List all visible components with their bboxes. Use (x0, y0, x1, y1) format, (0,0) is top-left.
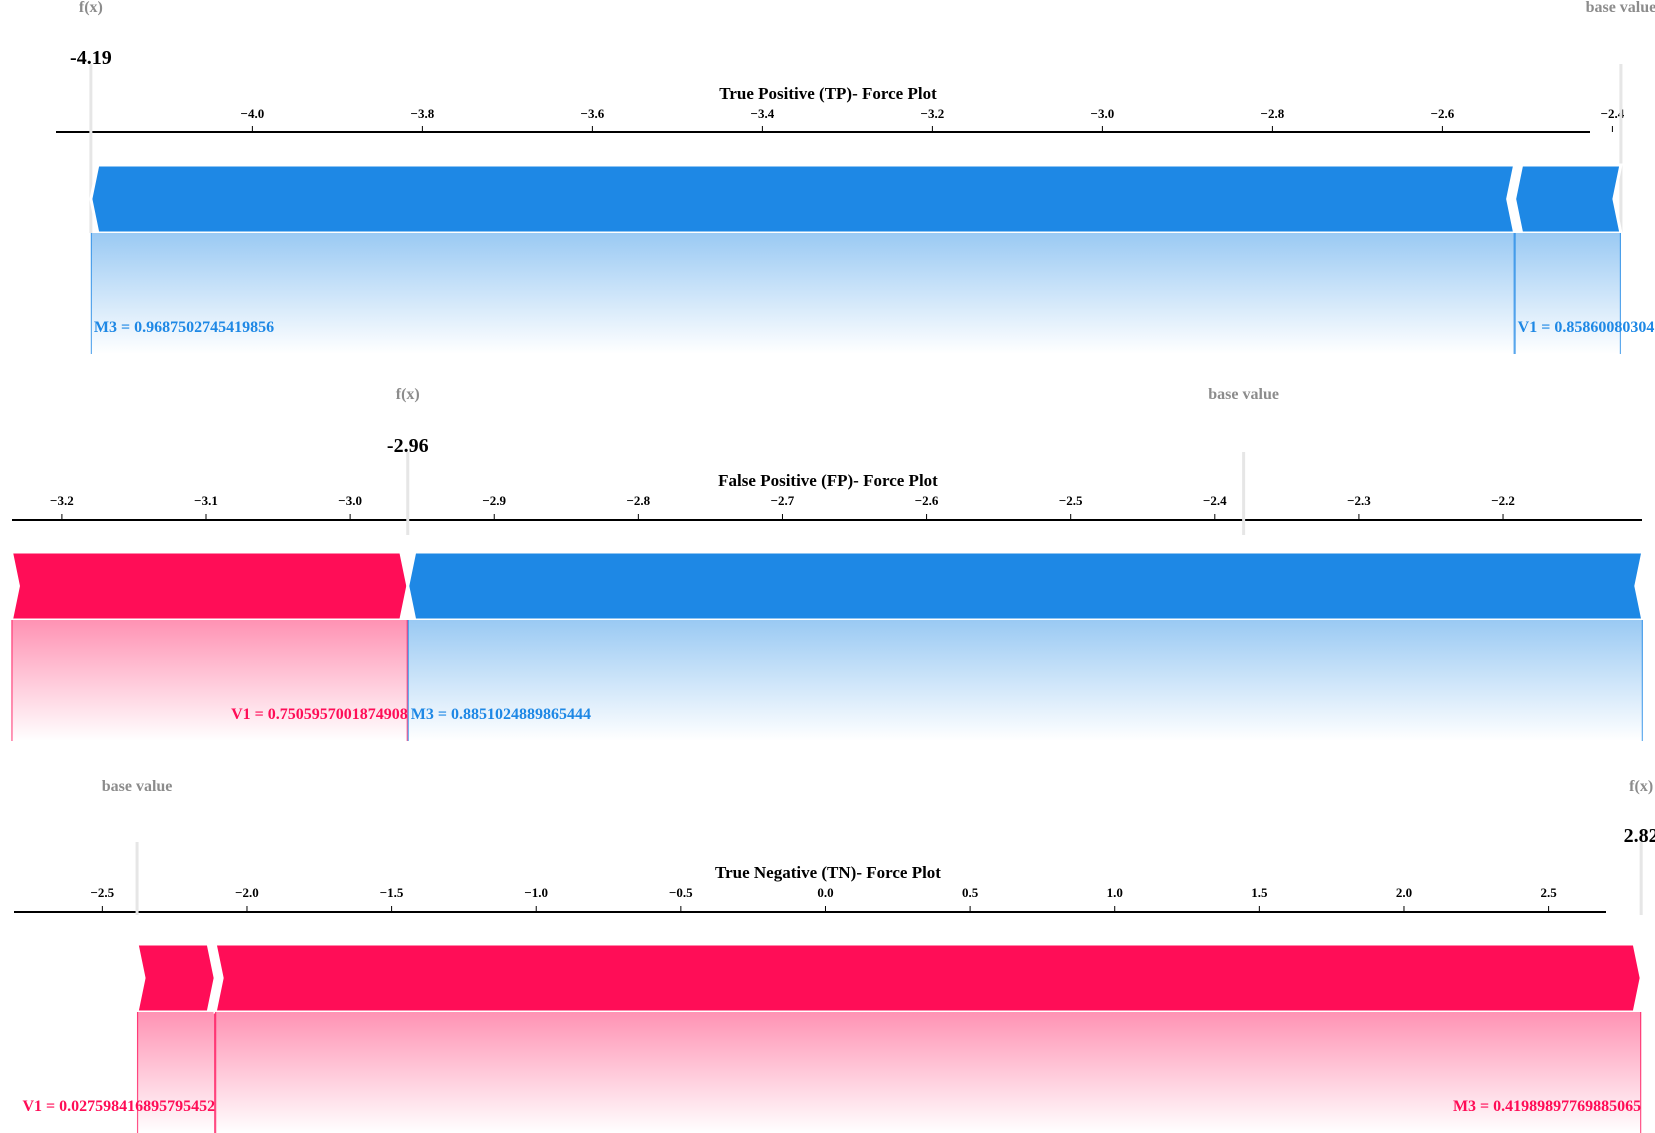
base-value-label: base value (1208, 386, 1279, 403)
x-tick-label: −3.0 (1091, 106, 1115, 121)
x-tick-label: −3.8 (411, 106, 435, 121)
x-tick-label: −4.0 (241, 106, 265, 121)
x-tick-label: −3.2 (921, 106, 945, 121)
x-tick-label: −3.4 (751, 106, 775, 121)
force-segment-m3 (215, 944, 1641, 1012)
x-tick-label: −2.0 (235, 885, 259, 900)
x-tick-label: −2.5 (1059, 493, 1083, 508)
plot-title: False Positive (FP)- Force Plot (718, 471, 938, 490)
x-tick-label: −3.6 (581, 106, 605, 121)
force-segment-m3 (91, 165, 1515, 233)
feature-label-v1: V1 = 0.7505957001874908 (231, 706, 408, 723)
x-tick-label: −1.5 (380, 885, 404, 900)
fx-value: -2.96 (387, 435, 429, 457)
x-tick-label: −1.0 (524, 885, 548, 900)
fx-value: 2.82 (1624, 825, 1655, 847)
fx-label: f(x) (396, 386, 420, 403)
force-segment-shadow (215, 1012, 1641, 1133)
x-tick-label: 2.0 (1396, 885, 1412, 900)
x-tick-label: −2.8 (627, 493, 651, 508)
force-segment-v1 (11, 552, 407, 620)
feature-label-m3: M3 = 0.41989897769885065 (1453, 1098, 1641, 1115)
fx-value: -4.19 (70, 47, 112, 69)
force-plot-panel-2: −3.2 −3.1 −3.0 −2.9 −2.8 −2.7 −2.6 −2.5 −2.4 −2.3… (11, 386, 1642, 741)
feature-label-v1: V1 = 0.858600803047478 (1518, 319, 1655, 336)
x-tick-label: −0.5 (669, 885, 693, 900)
feature-label-m3: M3 = 0.9687502745419856 (94, 319, 274, 336)
feature-label-v1: V1 = 0.027598416895795452 (22, 1098, 215, 1115)
x-tick-label: −2.2 (1491, 493, 1515, 508)
fx-label: f(x) (1629, 778, 1653, 795)
x-tick-label: −2.3 (1347, 493, 1371, 508)
x-tick-label: 2.5 (1540, 885, 1557, 900)
x-tick-label: −3.2 (50, 493, 74, 508)
x-tick-label: 0.5 (962, 885, 979, 900)
force-segment-v1 (137, 944, 215, 1012)
force-segment-shadow (91, 233, 1515, 354)
x-tick-label: −2.7 (771, 493, 795, 508)
x-tick-label: −2.5 (91, 885, 115, 900)
base-value-label: base value (1586, 0, 1655, 16)
x-tick-label: −2.9 (482, 493, 506, 508)
x-tick-label: −2.6 (1431, 106, 1455, 121)
force-segment-shadow (408, 620, 1643, 741)
force-segment-m3 (408, 552, 1643, 620)
fx-label: f(x) (79, 0, 103, 16)
force-plot-panel-1: −4.0 −3.8 −3.6 −3.4 −3.2 −3.0 −2.8 −2.6 −2.4True… (56, 0, 1655, 354)
x-tick-label: −2.8 (1261, 106, 1285, 121)
force-segment-v1 (1515, 165, 1621, 233)
x-tick-label: −2.4 (1203, 493, 1227, 508)
base-value-label: base value (102, 778, 173, 795)
force-plot-panel-3: −2.5 −2.0 −1.5 −1.0 −0.5 0.0 0.5 1.0 1.5 2.0 2.5 Tr… (14, 778, 1655, 1133)
force-plot-figure: −4.0 −3.8 −3.6 −3.4 −3.2 −3.0 −2.8 −2.6 −2.4 True… (0, 0, 1655, 1133)
x-tick-label: 1.5 (1251, 885, 1268, 900)
x-tick-label: −2.6 (915, 493, 939, 508)
x-tick-label: −3.1 (194, 493, 218, 508)
x-tick-label: 0.0 (817, 885, 833, 900)
plot-title: True Positive (TP)- Force Plot (719, 84, 937, 103)
plot-title: True Negative (TN)- Force Plot (715, 863, 941, 882)
feature-label-m3: M3 = 0.8851024889865444 (411, 706, 591, 723)
x-tick-label: −3.0 (338, 493, 362, 508)
x-tick-label: 1.0 (1107, 885, 1123, 900)
